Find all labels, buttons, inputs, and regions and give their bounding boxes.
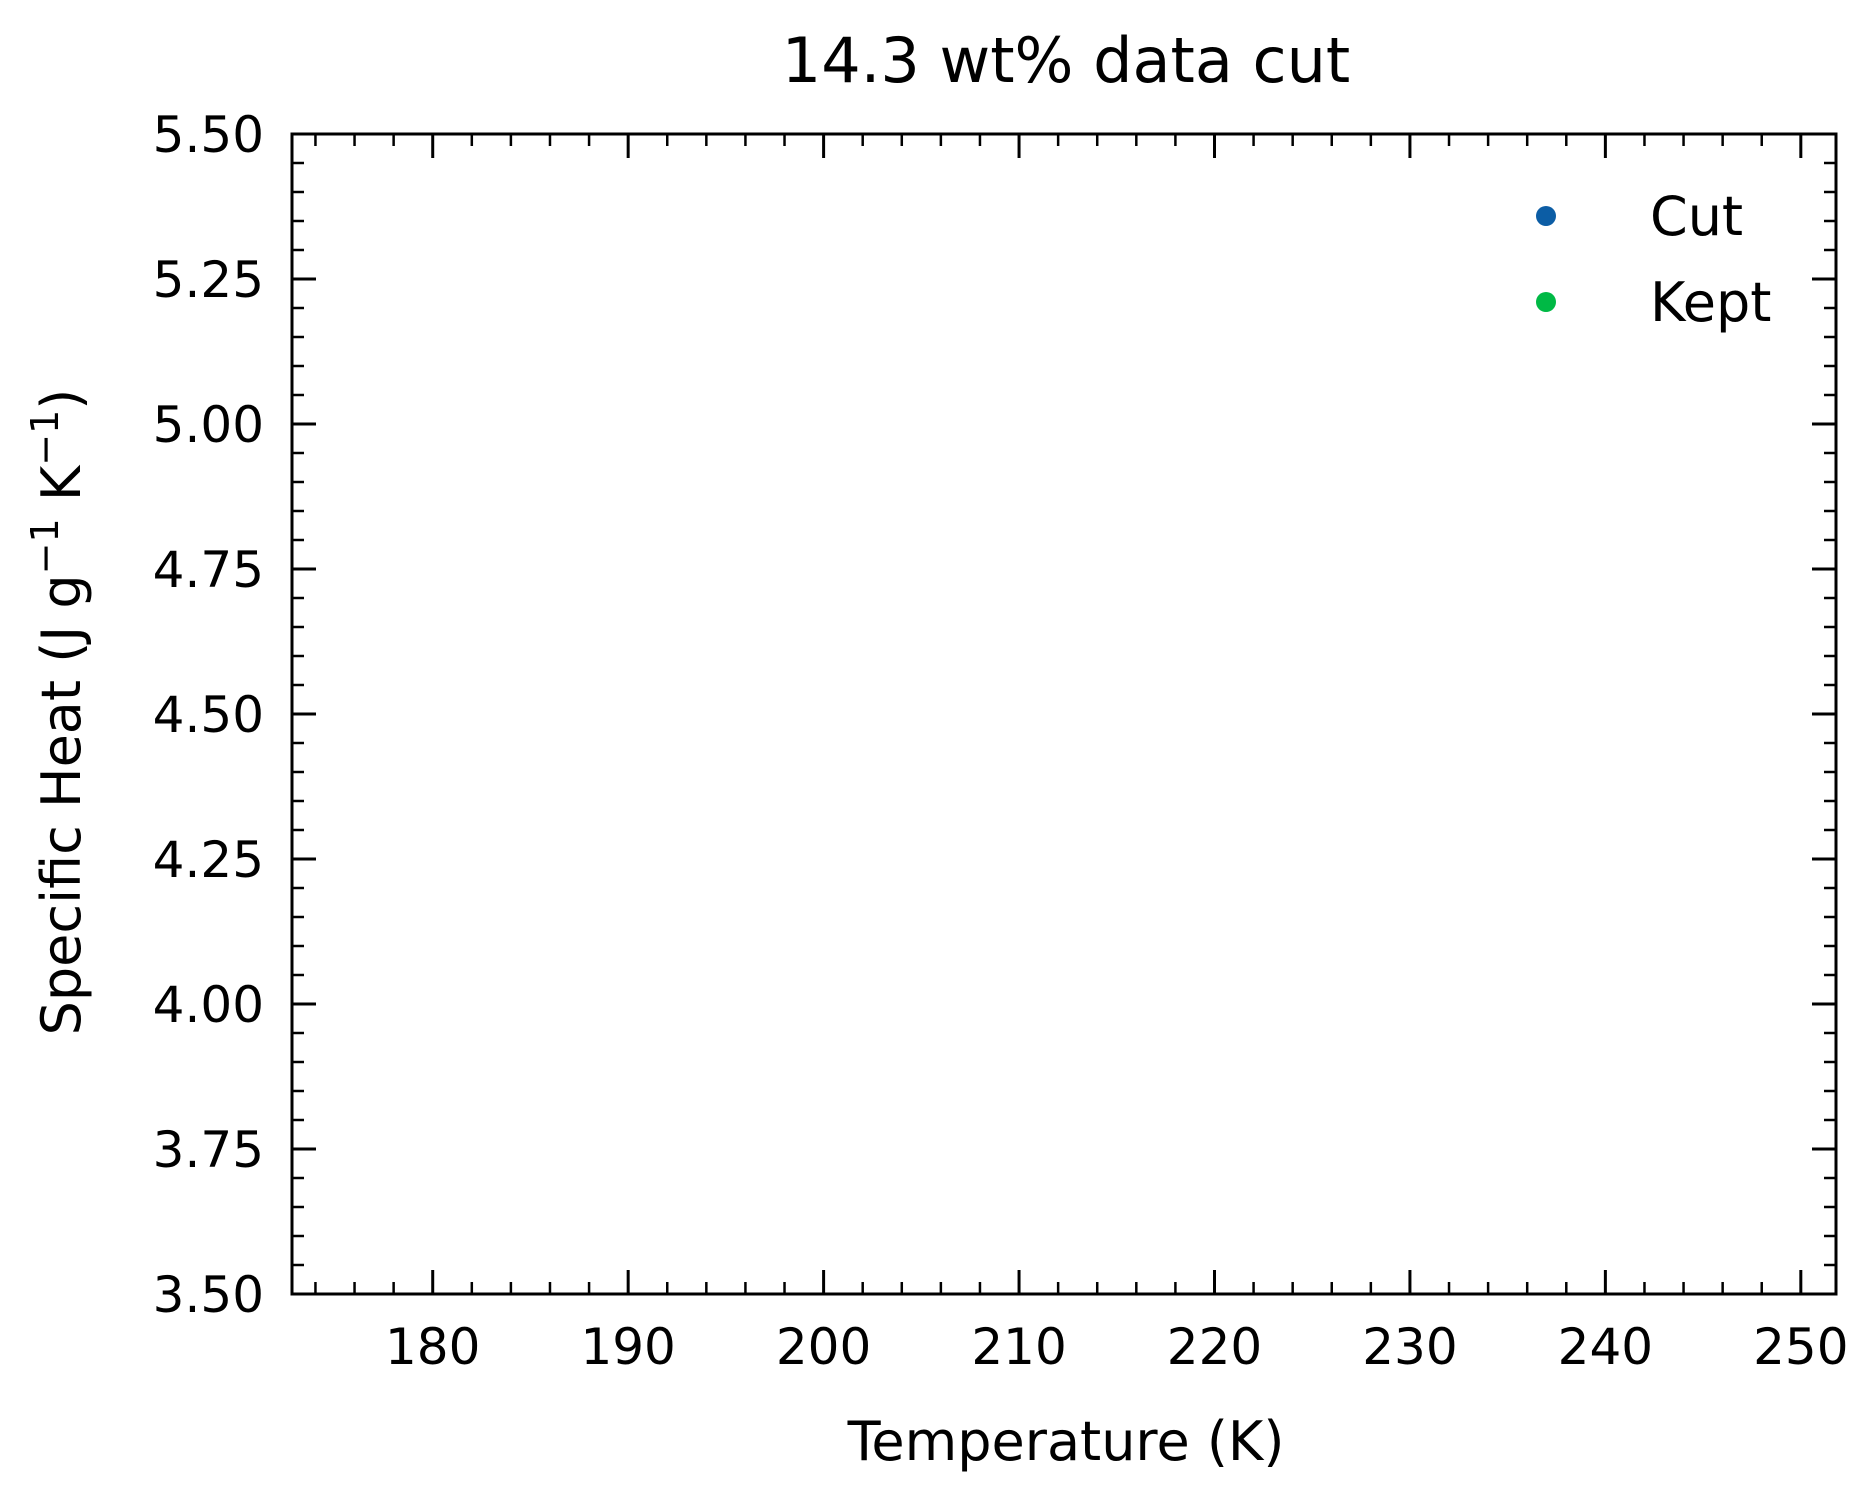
y-tick-label: 4.50 <box>153 686 264 744</box>
y-label-text: K <box>30 464 93 518</box>
x-tick-label: 180 <box>385 1318 480 1376</box>
legend-label-kept: Kept <box>1650 271 1771 334</box>
y-tick-label: 5.00 <box>153 396 264 454</box>
axis-tick-labels: 180 190 200 210 220 230 240 250 3.50 3.75 4.00 4.25… <box>153 106 1849 1376</box>
y-tick-label: 3.50 <box>153 1266 264 1324</box>
y-tick-label: 5.50 <box>153 106 264 164</box>
chart-title: 14.3 wt% data cut <box>782 24 1350 97</box>
x-tick-label: 230 <box>1362 1318 1457 1376</box>
legend-label-cut: Cut <box>1650 185 1743 248</box>
x-tick-label: 190 <box>580 1318 675 1376</box>
y-tick-label: 5.25 <box>153 251 264 309</box>
x-tick-label: 200 <box>776 1318 871 1376</box>
x-tick-label: 220 <box>1167 1318 1262 1376</box>
axis-ticks <box>292 132 1836 1296</box>
legend-marker-kept <box>1536 292 1556 312</box>
y-label-text: ) <box>30 389 93 410</box>
legend-marker-cut <box>1536 206 1556 226</box>
y-tick-label: 3.75 <box>153 1121 264 1179</box>
y-tick-label: 4.25 <box>153 831 264 889</box>
x-axis-label: Temperature (K) <box>847 1410 1285 1473</box>
y-tick-label: 4.00 <box>153 976 264 1034</box>
y-axis-label: Specific Heat (J g−1 K−1) <box>23 389 93 1036</box>
y-label-text: Specific Heat (J g <box>30 574 93 1035</box>
y-label-superscript: −1 <box>23 518 67 574</box>
x-tick-label: 250 <box>1753 1318 1848 1376</box>
plot-frame <box>290 132 1838 1296</box>
y-tick-label: 4.75 <box>153 541 264 599</box>
x-tick-label: 210 <box>971 1318 1066 1376</box>
legend: Cut Kept <box>1536 185 1771 334</box>
y-label-superscript: −1 <box>23 410 67 466</box>
x-tick-label: 240 <box>1558 1318 1653 1376</box>
